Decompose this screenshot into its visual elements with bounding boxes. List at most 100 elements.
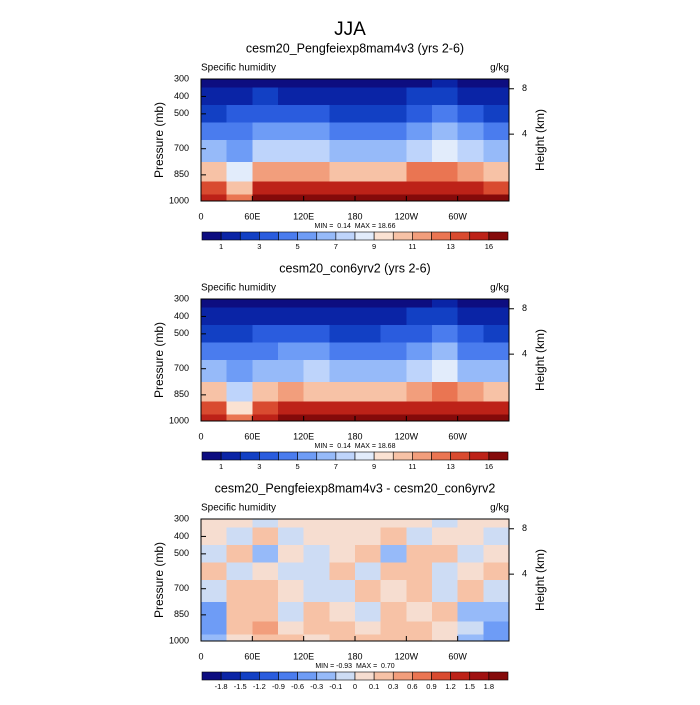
contour-cell (329, 634, 356, 642)
contour-cell (406, 381, 433, 402)
colorbar-box (450, 231, 471, 241)
x-tick-label: 120E (293, 211, 314, 221)
contour-cell (201, 161, 228, 182)
contour-cell (278, 342, 305, 361)
contour-cell (355, 580, 382, 603)
contour-cell (432, 621, 459, 635)
contour-cell (303, 545, 330, 564)
x-tick-label: 180 (347, 211, 362, 221)
right-string: g/kg (490, 63, 509, 74)
contour-cell (303, 527, 330, 546)
contour-cell (406, 325, 433, 344)
colorbar-box (316, 231, 337, 241)
contour-cell (406, 634, 433, 642)
contour-cell (432, 307, 459, 326)
contour-cell (483, 519, 510, 529)
contour-cell (406, 601, 433, 622)
contour-cell (252, 122, 279, 141)
contour-cell (303, 634, 330, 642)
colorbar-box (335, 671, 356, 681)
contour-cell (432, 181, 459, 195)
y2-axis-label: Height (km) (533, 329, 547, 391)
contour-cell (355, 519, 382, 529)
contour-cell (303, 194, 330, 202)
right-string: g/kg (490, 503, 509, 514)
contour-cell (226, 79, 253, 89)
contour-cell (483, 634, 510, 642)
colorbar-box (392, 451, 413, 461)
contour-cell (226, 545, 253, 564)
colorbar-label: 5 (296, 462, 300, 471)
contour-cell (329, 79, 356, 89)
colorbar-box (354, 671, 375, 681)
contour-cell (457, 307, 484, 326)
colorbar-box (373, 231, 394, 241)
contour-cell (252, 621, 279, 635)
contour-cell (226, 307, 253, 326)
contour-cell (355, 562, 382, 581)
contour-cell (329, 360, 356, 383)
x-tick-label: 60E (244, 651, 260, 661)
contour-cell (483, 360, 510, 383)
y-tick-label: 850 (174, 169, 189, 179)
contour-cell (201, 307, 228, 326)
contour-cell (201, 545, 228, 564)
colorbar-box (431, 231, 451, 241)
contour-cell (201, 381, 228, 402)
contour-cell (457, 122, 484, 141)
contour-cell (278, 105, 305, 124)
contour-cell (483, 414, 510, 422)
contour-cell (432, 601, 459, 622)
contour-cell (226, 360, 253, 383)
contour-cell (303, 122, 330, 141)
colorbar-label: 11 (408, 462, 416, 471)
x-tick-label: 60E (244, 211, 260, 221)
contour-cell (252, 342, 279, 361)
contour-cell (201, 621, 228, 635)
contour-cell (226, 621, 253, 635)
contour-cell (278, 122, 305, 141)
contour-cell (278, 325, 305, 344)
colorbar-label: 1 (219, 242, 223, 251)
contour-cell (380, 601, 407, 622)
panel: cesm20_Pengfeiexp8mam4v3 (yrs 2-6) Specif… (152, 41, 547, 251)
contour-cell (457, 105, 484, 124)
contour-cell (303, 181, 330, 195)
colorbar-label: 1 (219, 462, 223, 471)
contour-cell (432, 79, 459, 89)
contour-cell (303, 381, 330, 402)
colorbar-label: 16 (485, 462, 493, 471)
min-max-annotation: MIN = -0.93 MAX = 0.70 (315, 663, 394, 670)
contour-cell (201, 140, 228, 163)
contour-cell (406, 360, 433, 383)
colorbar-box (469, 671, 490, 681)
contour-cell (329, 161, 356, 182)
contour-cell (278, 181, 305, 195)
contour-cell (483, 545, 510, 564)
colorbar-box (488, 231, 509, 241)
colorbar-label: 0.1 (369, 682, 379, 691)
contour-cell (406, 122, 433, 141)
contour-cell (226, 325, 253, 344)
colorbar-box (220, 671, 241, 681)
colorbar-box (201, 231, 222, 241)
contour-cell (380, 527, 407, 546)
contour-cell (380, 621, 407, 635)
x-tick-label: 60W (448, 211, 467, 221)
contour-cell (303, 307, 330, 326)
contour-cell (252, 181, 279, 195)
contour-cell (201, 601, 228, 622)
contour-cell (457, 79, 484, 89)
colorbar-label: 13 (446, 462, 454, 471)
contour-cell (406, 194, 433, 202)
colorbar-label: 5 (296, 242, 300, 251)
contour-cell (406, 401, 433, 415)
contour-cell (278, 360, 305, 383)
x-tick-label: 120E (293, 651, 314, 661)
contour-cell (457, 181, 484, 195)
colorbar-box (392, 671, 413, 681)
contour-cell (406, 87, 433, 106)
contour-cell (329, 381, 356, 402)
contour-cell (380, 519, 407, 529)
contour-cell (201, 527, 228, 546)
